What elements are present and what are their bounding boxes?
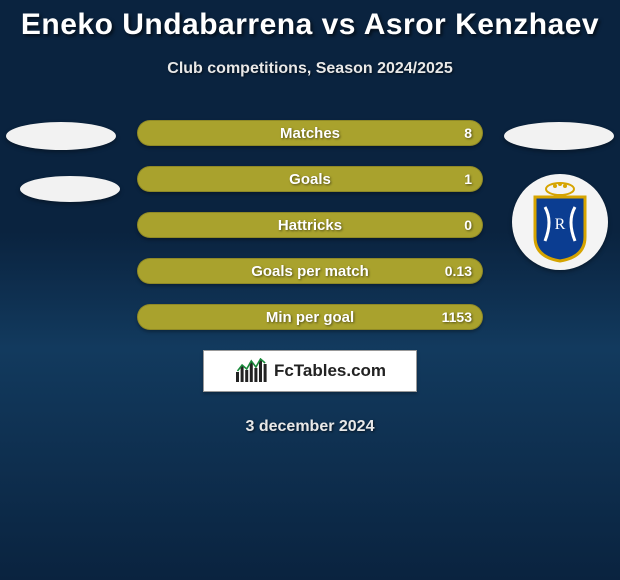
stat-label: Hattricks	[278, 217, 342, 234]
stat-value-right: 0	[464, 217, 472, 233]
stat-row: Matches 8	[137, 120, 483, 146]
stat-label: Goals	[289, 171, 331, 188]
stat-label: Min per goal	[266, 309, 354, 326]
page-title: Eneko Undabarrena vs Asror Kenzhaev	[0, 8, 620, 42]
logo-text: FcTables.com	[274, 361, 386, 381]
stat-value-right: 8	[464, 125, 472, 141]
bars-icon	[234, 358, 268, 384]
stat-value-right: 1153	[442, 309, 472, 325]
stat-label: Matches	[280, 125, 340, 142]
stat-row: Min per goal 1153	[137, 304, 483, 330]
stat-value-right: 1	[464, 171, 472, 187]
stat-value-right: 0.13	[445, 263, 472, 279]
logo-box: FcTables.com	[203, 350, 417, 392]
stat-row: Goals per match 0.13	[137, 258, 483, 284]
date: 3 december 2024	[0, 418, 620, 436]
stat-rows: Matches 8 Goals 1 Hattricks 0 Goals per match 0…	[0, 120, 620, 330]
stat-row: Hattricks 0	[137, 212, 483, 238]
subtitle: Club competitions, Season 2024/2025	[0, 60, 620, 78]
stat-label: Goals per match	[251, 263, 369, 280]
stat-row: Goals 1	[137, 166, 483, 192]
